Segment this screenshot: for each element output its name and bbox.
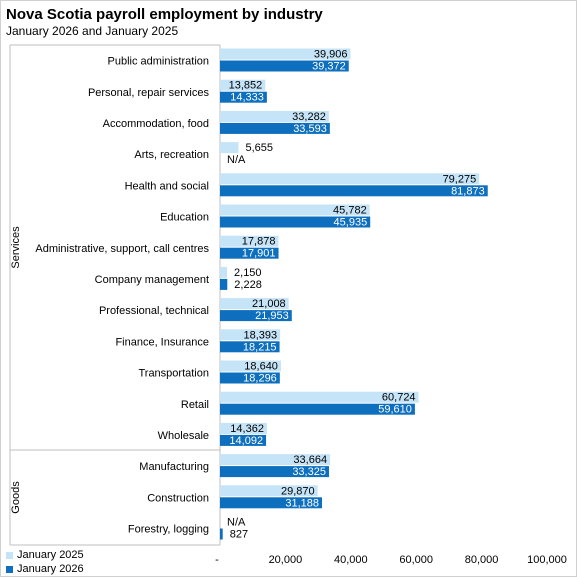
data-label-january-2025-construction: 29,870 <box>281 485 315 497</box>
category-label-public-administration: Public administration <box>108 56 210 68</box>
data-label-january-2025-transportation: 18,640 <box>244 361 278 373</box>
data-label-january-2026-transportation: 18,296 <box>243 373 277 385</box>
bar-january-2025-manufacturing <box>220 454 331 466</box>
data-label-january-2025-accommodation-food: 33,282 <box>292 111 326 123</box>
data-label-january-2025-finance-insurance: 18,393 <box>243 329 277 341</box>
data-label-january-2025-education: 45,782 <box>333 205 367 217</box>
data-label-january-2026-professional-technical: 21,953 <box>255 310 289 322</box>
bar-january-2026-health-and-social <box>220 185 488 197</box>
legend-item-january-2025: January 2025 <box>6 549 84 561</box>
category-label-company-management: Company management <box>95 274 209 286</box>
bar-january-2025-personal-repair-services <box>220 79 266 91</box>
legend-label-january-2025: January 2025 <box>17 549 84 561</box>
category-label-administrative-support-call-centres: Administrative, support, call centres <box>35 243 209 255</box>
bar-january-2026-accommodation-food <box>220 122 330 134</box>
data-label-january-2025-personal-repair-services: 13,852 <box>229 80 263 92</box>
chart-title: Nova Scotia payroll employment by indust… <box>6 6 323 23</box>
category-label-professional-technical: Professional, technical <box>99 305 209 317</box>
bar-january-2025-wholesale <box>220 422 267 434</box>
bar-january-2026-wholesale <box>220 434 267 446</box>
data-label-january-2025-wholesale: 14,362 <box>230 423 264 435</box>
bar-january-2025-retail <box>220 391 419 403</box>
bar-january-2025-transportation <box>220 360 281 372</box>
category-label-education: Education <box>160 212 209 224</box>
data-label-january-2026-arts-recreation: N/A <box>227 154 246 166</box>
bar-january-2025-arts-recreation <box>220 142 239 154</box>
data-label-january-2026-forestry-logging: 827 <box>230 529 248 541</box>
x-tick-label-zero: - <box>215 554 219 566</box>
x-tick-label-100-000: 100,000 <box>527 554 567 566</box>
data-label-january-2025-retail: 60,724 <box>382 392 416 404</box>
data-label-january-2025-health-and-social: 79,275 <box>443 173 477 185</box>
bar-january-2026-transportation <box>220 372 280 384</box>
data-label-january-2026-retail: 59,610 <box>378 404 412 416</box>
bar-january-2026-retail <box>220 403 415 415</box>
x-tick-label-40-000: 40,000 <box>334 554 368 566</box>
legend-item-january-2026: January 2026 <box>6 563 84 575</box>
data-label-january-2026-public-administration: 39,372 <box>312 61 346 73</box>
data-label-january-2026-finance-insurance: 18,215 <box>243 341 277 353</box>
data-label-january-2026-manufacturing: 33,325 <box>292 466 326 478</box>
data-label-january-2025-public-administration: 39,906 <box>314 49 348 61</box>
data-label-january-2026-construction: 31,188 <box>285 497 319 509</box>
data-label-january-2026-wholesale: 14,092 <box>229 435 263 447</box>
category-label-manufacturing: Manufacturing <box>139 461 209 473</box>
bar-january-2025-finance-insurance <box>220 329 281 341</box>
legend-swatch-january-2026 <box>6 565 13 573</box>
category-label-health-and-social: Health and social <box>125 180 209 192</box>
category-label-arts-recreation: Arts, recreation <box>134 149 209 161</box>
group-label-goods: Goods <box>10 481 22 514</box>
bar-january-2026-construction <box>220 497 322 509</box>
bar-january-2026-education <box>220 216 371 228</box>
category-label-transportation: Transportation <box>138 368 209 380</box>
legend-swatch-january-2025 <box>6 551 13 559</box>
bar-january-2025-public-administration <box>220 48 351 60</box>
bar-january-2026-manufacturing <box>220 466 329 478</box>
bar-january-2026-personal-repair-services <box>220 91 267 103</box>
category-label-retail: Retail <box>181 399 209 411</box>
bar-january-2026-public-administration <box>220 60 349 72</box>
data-label-january-2026-company-management: 2,228 <box>234 279 262 291</box>
bar-january-2026-finance-insurance <box>220 341 280 353</box>
category-label-finance-insurance: Finance, Insurance <box>115 336 209 348</box>
bar-january-2026-forestry-logging <box>220 528 223 540</box>
data-label-january-2025-manufacturing: 33,664 <box>293 454 327 466</box>
data-label-january-2025-administrative-support-call-centres: 17,878 <box>242 236 276 248</box>
data-label-january-2026-administrative-support-call-centres: 17,901 <box>242 248 276 260</box>
category-label-accommodation-food: Accommodation, food <box>103 118 209 130</box>
data-label-january-2026-accommodation-food: 33,593 <box>293 123 327 135</box>
category-label-personal-repair-services: Personal, repair services <box>88 87 210 99</box>
legend-label-january-2026: January 2026 <box>17 563 84 575</box>
bar-january-2025-construction <box>220 485 318 497</box>
data-label-january-2026-education: 45,935 <box>334 217 368 229</box>
chart-subtitle: January 2026 and January 2025 <box>6 24 179 38</box>
bar-january-2025-professional-technical <box>220 298 289 310</box>
category-label-wholesale: Wholesale <box>158 430 209 442</box>
bar-january-2025-health-and-social <box>220 173 480 185</box>
x-tick-label-60-000: 60,000 <box>399 554 433 566</box>
category-label-forestry-logging: Forestry, logging <box>128 524 209 536</box>
x-tick-label-80-000: 80,000 <box>465 554 499 566</box>
data-label-january-2025-arts-recreation: 5,655 <box>245 142 273 154</box>
data-label-january-2025-forestry-logging: N/A <box>227 517 246 529</box>
data-label-january-2026-health-and-social: 81,873 <box>451 185 485 197</box>
bar-january-2025-accommodation-food <box>220 110 329 122</box>
bar-january-2026-administrative-support-call-centres <box>220 247 279 259</box>
category-label-construction: Construction <box>147 492 209 504</box>
bar-january-2025-company-management <box>220 266 228 278</box>
bar-january-2025-administrative-support-call-centres <box>220 235 279 247</box>
bar-january-2026-company-management <box>220 278 228 290</box>
data-label-january-2025-company-management: 2,150 <box>234 267 262 279</box>
bar-january-2025-education <box>220 204 370 216</box>
group-label-services: Services <box>10 226 22 269</box>
x-tick-label-20-000: 20,000 <box>269 554 303 566</box>
bar-january-2026-professional-technical <box>220 310 292 322</box>
data-label-january-2026-personal-repair-services: 14,333 <box>230 92 264 104</box>
data-label-january-2025-professional-technical: 21,008 <box>252 298 286 310</box>
